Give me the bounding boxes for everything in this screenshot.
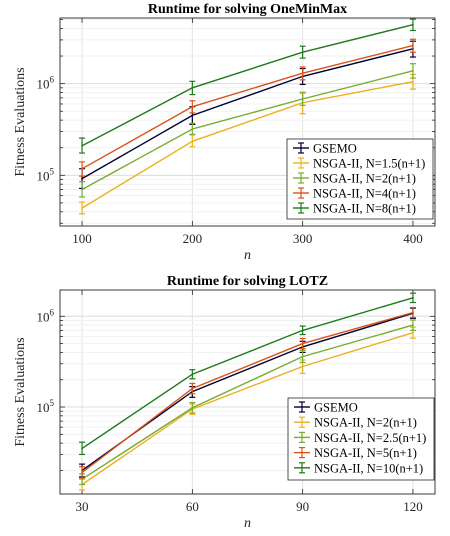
series-line	[81, 24, 414, 147]
data-point	[412, 296, 414, 299]
data-point	[81, 188, 83, 191]
legend-item-3: NSGA-II, N=2(n+1)	[293, 172, 416, 186]
data-point	[412, 331, 414, 334]
x-tick-label: 30	[76, 499, 89, 514]
y-axis-label: Fitness Evaluations	[13, 67, 28, 176]
series-4	[79, 38, 416, 177]
data-point	[191, 128, 194, 130]
data-point	[81, 167, 83, 170]
legend-label: NSGA-II, N=4(n+1)	[313, 187, 416, 201]
legend-item-1: GSEMO	[294, 401, 358, 415]
series-line	[81, 324, 414, 480]
series-3	[79, 63, 416, 198]
data-point	[191, 105, 194, 108]
data-point	[191, 406, 194, 409]
data-point	[191, 140, 194, 143]
chart-title: Runtime for solving LOTZ	[167, 274, 328, 289]
x-tick-label: 90	[296, 499, 309, 514]
legend-label: GSEMO	[313, 142, 357, 156]
series-line	[81, 44, 414, 170]
data-point	[301, 342, 304, 345]
legend-label: NSGA-II, N=2.5(n+1)	[314, 431, 426, 445]
legend-item-5: NSGA-II, N=10(n+1)	[294, 461, 423, 475]
x-tick-label: 200	[183, 231, 203, 246]
y-tick-label: 106	[37, 75, 55, 92]
series-line	[81, 70, 414, 191]
chart-panel-2: 30 60 90 120 105 106 Runtime for solving LOTZ n…	[13, 274, 436, 531]
legend-item-4: NSGA-II, N=5(n+1)	[294, 446, 417, 460]
legend-item-3: NSGA-II, N=2.5(n+1)	[294, 431, 426, 445]
data-point	[412, 69, 414, 72]
data-point	[191, 114, 194, 117]
data-point	[301, 329, 304, 332]
data-point	[412, 23, 414, 26]
data-point	[412, 311, 414, 314]
x-tick-label: 400	[403, 231, 423, 246]
legend-item-4: NSGA-II, N=4(n+1)	[293, 187, 416, 201]
data-point	[81, 207, 83, 209]
data-point	[191, 86, 194, 89]
series-line	[81, 311, 414, 474]
data-point	[412, 324, 414, 327]
data-point	[412, 80, 414, 83]
y-tick-label: 105	[37, 398, 55, 415]
legend-label: NSGA-II, N=2(n+1)	[314, 416, 417, 430]
legend-item-1: GSEMO	[293, 142, 357, 156]
legend-label: NSGA-II, N=2(n+1)	[313, 172, 416, 186]
data-point	[81, 478, 83, 481]
legend-box	[287, 397, 435, 481]
series-line	[81, 48, 414, 180]
data-point	[81, 177, 83, 180]
series-line	[81, 332, 414, 486]
y-axis-label: Fitness Evaluations	[13, 337, 28, 446]
series-3	[79, 319, 416, 486]
x-tick-label: 100	[72, 231, 92, 246]
data-point	[301, 98, 304, 100]
x-tick-label: 300	[293, 231, 313, 246]
legend-item-2: NSGA-II, N=1.5(n+1)	[293, 157, 425, 171]
data-point	[301, 72, 304, 75]
series-line	[81, 297, 414, 449]
data-point	[81, 144, 83, 147]
legend-label: NSGA-II, N=8(n+1)	[313, 202, 416, 216]
legend-label: NSGA-II, N=5(n+1)	[314, 446, 417, 460]
x-axis-label: n	[244, 516, 251, 531]
x-axis-label: n	[244, 248, 251, 263]
legend-label: GSEMO	[314, 401, 358, 415]
legend-box	[286, 138, 434, 220]
series-line	[81, 81, 414, 209]
y-tick-label: 106	[37, 307, 55, 324]
data-point	[191, 373, 194, 376]
legend-item-5: NSGA-II, N=8(n+1)	[293, 202, 416, 216]
series-5	[79, 18, 416, 154]
x-tick-label: 120	[403, 499, 423, 514]
plot-frame	[59, 289, 436, 495]
data-point	[191, 387, 194, 390]
x-tick-label: 60	[186, 499, 199, 514]
data-point	[412, 44, 414, 47]
data-point	[81, 447, 83, 450]
data-point	[81, 471, 83, 474]
series-4	[79, 306, 416, 479]
series-5	[79, 292, 416, 456]
data-point	[301, 365, 304, 368]
legend-item-2: NSGA-II, N=2(n+1)	[294, 416, 417, 430]
legend-label: NSGA-II, N=1.5(n+1)	[313, 157, 425, 171]
y-tick-label: 105	[37, 166, 55, 183]
data-point	[301, 355, 304, 358]
chart-panel-1: 100 200 300 400 105 106 Runtime for solving On…	[13, 2, 436, 263]
chart-title: Runtime for solving OneMinMax	[148, 2, 347, 17]
plot-frame	[59, 17, 436, 227]
data-point	[301, 51, 304, 54]
legend-label: NSGA-II, N=10(n+1)	[314, 461, 423, 475]
